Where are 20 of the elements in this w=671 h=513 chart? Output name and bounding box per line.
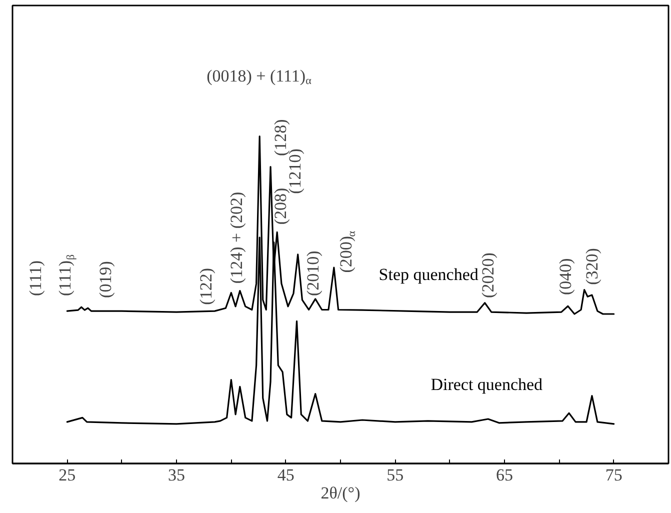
annotation: (111) xyxy=(26,260,45,296)
annotation: (122) xyxy=(196,268,216,305)
series-label: Direct quenched xyxy=(430,375,544,394)
x-tick-label: 25 xyxy=(58,466,76,484)
annotation: (208) xyxy=(270,188,290,225)
x-tick-label: 65 xyxy=(496,466,513,484)
x-tick-label: 55 xyxy=(386,466,404,484)
x-axis-title: 2θ/(°) xyxy=(320,484,360,502)
series-label: Step quenched xyxy=(378,265,479,284)
x-tick-label: 35 xyxy=(168,466,185,484)
annotation: (019) xyxy=(96,261,115,298)
annotation: (320) xyxy=(582,248,602,285)
annotation: (124) + (202) xyxy=(227,192,246,284)
annotation: (2020) xyxy=(478,252,498,298)
annotation: (2010) xyxy=(304,250,323,296)
annotation: (200)α xyxy=(336,230,358,273)
annotation: (040) xyxy=(556,258,576,296)
x-tick-label: 75 xyxy=(605,466,622,484)
annotation: (111)β xyxy=(55,254,77,296)
x-tick-label: 45 xyxy=(277,466,294,484)
